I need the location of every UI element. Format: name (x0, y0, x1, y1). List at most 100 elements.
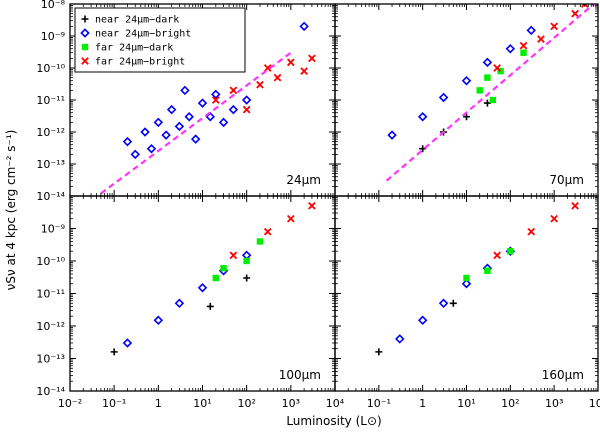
panel-frame (334, 3, 599, 197)
data-point-near-24-m-bright (417, 315, 428, 326)
y-tick-label: 10⁻⁹ (41, 30, 65, 43)
panel-label: 70μm (549, 173, 584, 187)
data-point-far-24-m-dark (484, 74, 491, 81)
panel-4: 160μm (334, 195, 599, 392)
data-point-near-24-m-bright (190, 134, 201, 144)
data-point-near-24-m-dark (110, 348, 118, 356)
data-point-far-24-m-bright (211, 96, 220, 104)
x-tick-label: 10⁻¹ (102, 397, 126, 410)
legend-marker-near-24-m-dark (81, 15, 89, 23)
legend-box (74, 7, 246, 73)
data-point-near-24-m-bright (174, 298, 185, 309)
y-tick-label: 10⁻⁹ (41, 223, 65, 236)
fit-line (385, 4, 595, 182)
data-point-near-24-m-bright (526, 25, 536, 36)
x-tick-label: 10³ (545, 397, 563, 410)
y-axis-label: νSν at 4 kpc (erg cm⁻² s⁻¹) (4, 130, 18, 291)
data-point-far-24-m-bright (273, 73, 282, 82)
y-tick-label: 10⁻¹⁴ (36, 190, 65, 203)
legend-label: far 24μm−dark (95, 43, 173, 54)
x-tick-label: 10² (501, 397, 519, 410)
legend-label: near 24μm−bright (95, 29, 191, 40)
x-axis-label: Luminosity (L⊙) (286, 414, 381, 428)
legend-label: near 24μm−dark (95, 15, 179, 26)
data-point-far-24-m-bright (537, 35, 545, 43)
data-point-far-24-m-bright (550, 214, 559, 223)
legend: near 24μm−dark near 24μm−bright far 24μm−d… (74, 7, 246, 73)
data-point-far-24-m-bright (550, 22, 559, 31)
legend-label: far 24μm−bright (95, 57, 185, 68)
y-tick-label: 10⁻⁸ (41, 0, 66, 11)
x-tick-label: 1 (419, 397, 426, 410)
data-point-near-24-m-bright (146, 144, 157, 154)
data-point-near-24-m-bright (387, 130, 397, 140)
data-point-near-24-m-bright (140, 127, 150, 137)
panel-frame (334, 195, 599, 392)
y-tick-label: 10⁻¹⁴ (36, 385, 65, 398)
y-tick-label: 10⁻¹¹ (36, 288, 65, 301)
data-point-far-24-m-dark (507, 248, 514, 255)
data-point-far-24-m-bright (242, 105, 251, 114)
data-point-near-24-m-dark (206, 302, 214, 310)
y-tick-label: 10⁻¹⁰ (36, 62, 65, 75)
data-point-far-24-m-bright (493, 64, 501, 72)
data-point-far-24-m-bright (286, 214, 295, 223)
data-point-near-24-m-bright (122, 136, 133, 147)
x-tick-label: 10³ (282, 397, 300, 410)
data-point-far-24-m-bright (527, 227, 536, 236)
data-point-far-24-m-bright (571, 201, 579, 210)
panel-label: 24μm (286, 173, 321, 187)
data-point-far-24-m-dark (212, 274, 219, 282)
data-point-near-24-m-bright (153, 117, 164, 128)
data-point-near-24-m-bright (184, 112, 194, 122)
x-tick-label: 10¹ (193, 397, 211, 410)
data-point-near-24-m-bright (299, 21, 309, 32)
fit-line (100, 51, 292, 195)
data-point-near-24-m-bright (461, 278, 472, 289)
data-point-near-24-m-bright (228, 104, 239, 115)
panel-3: 100μm (69, 195, 336, 392)
data-point-near-24-m-bright (218, 117, 229, 128)
data-point-near-24-m-bright (211, 89, 221, 100)
data-point-near-24-m-bright (438, 92, 449, 103)
panel-label: 160μm (542, 368, 584, 382)
x-tick-label: 10⁴ (326, 397, 345, 410)
data-point-near-24-m-bright (153, 315, 164, 326)
data-point-near-24-m-bright (174, 121, 185, 132)
x-tick-label: 10⁻² (58, 397, 82, 410)
data-point-near-24-m-bright (161, 130, 171, 140)
panel-label: 100μm (279, 368, 321, 382)
data-point-far-24-m-dark (243, 257, 250, 265)
data-point-far-24-m-bright (308, 201, 316, 210)
x-tick-label: 1 (155, 397, 162, 410)
data-point-near-24-m-bright (241, 250, 252, 261)
data-point-near-24-m-bright (122, 338, 133, 348)
data-point-near-24-m-bright (197, 98, 208, 108)
x-tick-label: 10⁻¹ (367, 397, 391, 410)
y-tick-label: 10⁻¹³ (36, 353, 65, 366)
data-point-far-24-m-dark (476, 87, 483, 94)
data-point-far-24-m-bright (580, 4, 589, 8)
legend-marker-far-24-m-bright (81, 57, 89, 65)
data-point-near-24-m-bright (197, 283, 208, 293)
data-point-far-24-m-bright (263, 227, 272, 236)
y-tick-label: 10⁻¹³ (36, 158, 65, 171)
data-point-near-24-m-bright (130, 149, 140, 160)
data-point-near-24-m-bright (461, 76, 472, 86)
data-point-far-24-m-bright (229, 251, 238, 260)
data-point-near-24-m-dark (375, 348, 383, 356)
data-point-far-24-m-bright (256, 80, 264, 89)
data-point-far-24-m-dark (489, 96, 497, 104)
data-point-near-24-m-bright (438, 298, 449, 309)
data-point-far-24-m-bright (571, 9, 579, 18)
y-tick-label: 10⁻¹¹ (36, 94, 65, 107)
y-tick-label: 10⁻¹² (36, 320, 65, 333)
panel-frame (69, 195, 336, 392)
data-point-far-24-m-dark (463, 274, 470, 282)
data-point-far-24-m-dark (256, 238, 264, 245)
data-point-far-24-m-dark (220, 265, 227, 272)
data-point-near-24-m-bright (180, 85, 190, 96)
data-point-far-24-m-bright (286, 58, 295, 67)
data-point-far-24-m-bright (493, 251, 501, 260)
